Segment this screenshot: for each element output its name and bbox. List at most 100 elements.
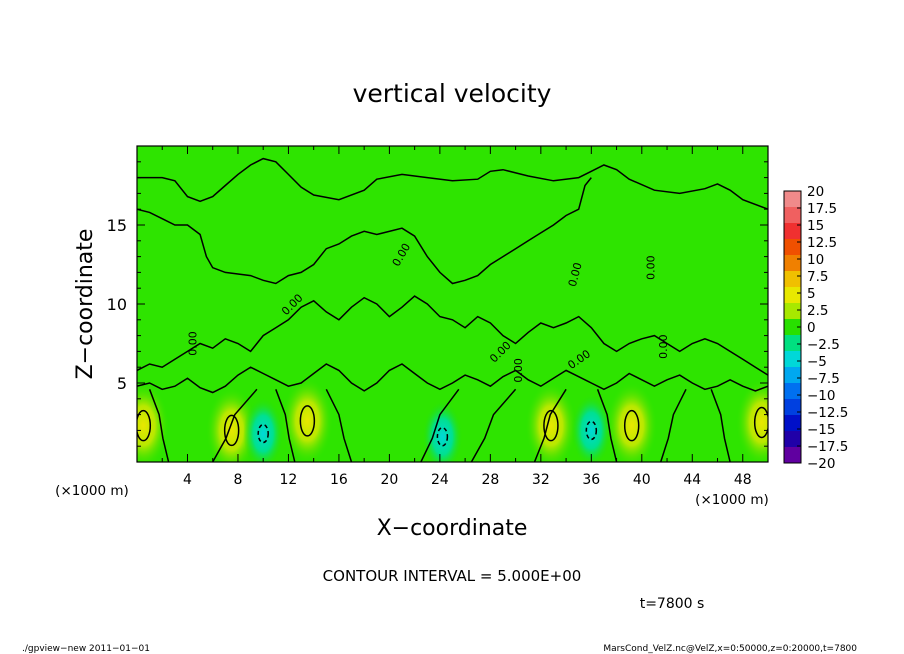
x-tick-label: 36 bbox=[582, 472, 600, 488]
colorbar-swatch bbox=[784, 223, 801, 240]
colorbar-label: 17.5 bbox=[807, 201, 837, 217]
colorbar-swatch bbox=[784, 415, 801, 432]
colorbar-label: 5 bbox=[807, 286, 816, 302]
contour-downdraft-0 bbox=[257, 423, 269, 444]
colorbar-label: −2.5 bbox=[807, 337, 840, 353]
colorbar-swatch bbox=[784, 271, 801, 288]
colorbar-label: 20 bbox=[807, 184, 824, 200]
colorbar-label: −7.5 bbox=[807, 371, 840, 387]
contour-column-7 bbox=[596, 389, 618, 462]
colorbar-swatch bbox=[784, 383, 801, 400]
z-unit-label: (×1000 m) bbox=[55, 483, 129, 499]
contour-downdraft-1 bbox=[436, 426, 449, 447]
x-tick-label: 20 bbox=[380, 472, 398, 488]
x-tick-label: 48 bbox=[734, 472, 752, 488]
x-tick-label: 12 bbox=[280, 472, 298, 488]
colorbar-swatch bbox=[784, 191, 801, 208]
colorbar-swatch bbox=[784, 399, 801, 416]
contour-updraft-0 bbox=[137, 409, 152, 442]
updraft-core-2 bbox=[281, 376, 334, 462]
y-tick-label: 10 bbox=[107, 295, 127, 314]
contour-label-5: 0.00 bbox=[566, 261, 585, 288]
x-tick-label: 4 bbox=[183, 472, 192, 488]
colorbar-swatch bbox=[784, 303, 801, 320]
colorbar-swatch bbox=[784, 447, 801, 464]
colorbar-label: −17.5 bbox=[807, 439, 848, 455]
x-tick-label: 28 bbox=[481, 472, 499, 488]
colorbar-label: 7.5 bbox=[807, 269, 828, 285]
x-axis-label: X−coordinate bbox=[377, 516, 528, 541]
contour-lines bbox=[137, 157, 768, 462]
colorbar-label: 12.5 bbox=[807, 235, 837, 251]
colorbar-label: −15 bbox=[807, 422, 836, 438]
contour-low bbox=[137, 363, 768, 394]
contour-column-3 bbox=[325, 388, 353, 462]
chart-title: vertical velocity bbox=[353, 79, 552, 108]
colorbar-swatch bbox=[784, 255, 801, 272]
contour-label-0: 0.00 bbox=[186, 331, 199, 356]
colorbar-label: 0 bbox=[807, 320, 816, 336]
contour-label-8: 0.00 bbox=[512, 358, 525, 383]
colorbar-label: 15 bbox=[807, 218, 824, 234]
updraft-core-4 bbox=[605, 381, 658, 462]
contour-column-2 bbox=[275, 389, 296, 462]
contour-updraft-2 bbox=[299, 405, 316, 437]
y-tick-label: 5 bbox=[117, 374, 127, 393]
y-tick-label: 15 bbox=[107, 216, 127, 235]
updraft-core-5 bbox=[735, 378, 768, 462]
colorbar-swatch bbox=[784, 351, 801, 368]
colorbar-swatch bbox=[784, 335, 801, 352]
contour-interval-text: CONTOUR INTERVAL = 5.000E+00 bbox=[323, 567, 582, 585]
colorbar-label: −12.5 bbox=[807, 405, 848, 421]
colorbar-swatch bbox=[784, 287, 801, 304]
colorbar-swatch bbox=[784, 239, 801, 256]
colorbar-label: −5 bbox=[807, 354, 827, 370]
downdraft-core-1 bbox=[422, 400, 463, 462]
contour-updraft-4 bbox=[623, 409, 640, 442]
contour-column-9 bbox=[710, 389, 731, 462]
velocity-field bbox=[137, 376, 768, 462]
time-label: t=7800 s bbox=[640, 596, 705, 612]
contour-column-4 bbox=[420, 388, 460, 462]
x-tick-label: 44 bbox=[683, 472, 701, 488]
colorbar-swatch bbox=[784, 207, 801, 224]
colorbar-swatch bbox=[784, 367, 801, 384]
colorbar-swatch bbox=[784, 431, 801, 448]
contour-label-6: 0.00 bbox=[644, 255, 657, 280]
contour-top-boundary bbox=[137, 177, 592, 285]
downdraft-core-2 bbox=[571, 394, 612, 462]
y-axis-ticks: 5 10 15 bbox=[107, 161, 768, 447]
x-tick-label: 16 bbox=[330, 472, 348, 488]
x-tick-label: 40 bbox=[633, 472, 651, 488]
colorbar-swatch bbox=[784, 319, 801, 336]
contour-updraft-3 bbox=[543, 409, 559, 442]
x-unit-label: (×1000 m) bbox=[695, 492, 769, 508]
downdraft-core-0 bbox=[243, 397, 284, 462]
x-tick-label: 24 bbox=[431, 472, 449, 488]
contour-column-5 bbox=[470, 388, 517, 462]
x-tick-label: 8 bbox=[233, 472, 242, 488]
footer-left: ./gpview−new 2011−01−01 bbox=[22, 644, 150, 654]
colorbar-label: −20 bbox=[807, 456, 836, 472]
contour-label-7: 0.00 bbox=[657, 334, 670, 359]
colorbar-label: 2.5 bbox=[807, 303, 828, 319]
updraft-core-3 bbox=[524, 381, 577, 462]
contour-column-1 bbox=[212, 388, 258, 462]
updraft-core-0 bbox=[137, 381, 170, 462]
contour-mid bbox=[137, 295, 768, 376]
contour-column-8 bbox=[659, 388, 687, 462]
colorbar-label: −10 bbox=[807, 388, 836, 404]
contour-upper bbox=[137, 157, 768, 210]
colorbar: 2017.51512.5107.552.50−2.5−5−7.5−10−12.5… bbox=[783, 184, 848, 472]
footer-right: MarsCond_VelZ.nc@VelZ,x=0:50000,z=0:2000… bbox=[603, 644, 857, 654]
contour-column-6 bbox=[533, 388, 567, 462]
contour-updraft-5 bbox=[753, 406, 768, 439]
y-axis-label: Z−coordinate bbox=[73, 229, 98, 380]
x-tick-label: 32 bbox=[532, 472, 550, 488]
contour-downdraft-2 bbox=[585, 420, 598, 441]
x-axis-ticks: 4 8 12 16 20 24 28 32 36 40 44 48 bbox=[136, 146, 769, 488]
contour-column-0 bbox=[148, 389, 170, 462]
colorbar-label: 10 bbox=[807, 252, 824, 268]
contour-updraft-1 bbox=[223, 414, 240, 447]
